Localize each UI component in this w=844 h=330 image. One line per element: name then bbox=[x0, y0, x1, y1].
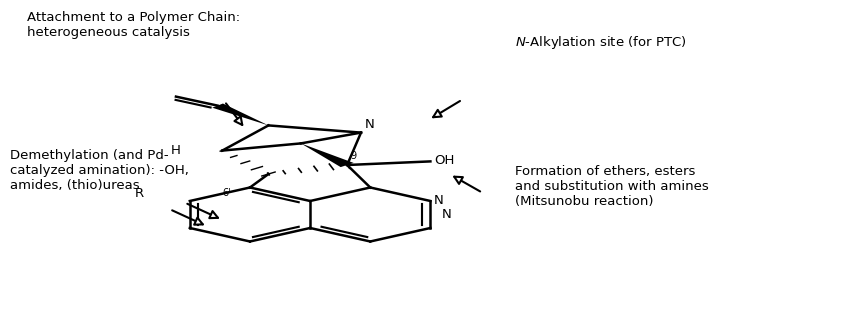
Text: 9: 9 bbox=[350, 151, 357, 161]
Text: Demethylation (and Pd-
catalyzed amination): -OH,
amides, (thio)ureas: Demethylation (and Pd- catalyzed aminati… bbox=[10, 148, 189, 192]
Polygon shape bbox=[300, 144, 354, 167]
Text: R: R bbox=[134, 187, 143, 200]
Text: N: N bbox=[442, 208, 452, 221]
Polygon shape bbox=[212, 104, 268, 125]
Text: N: N bbox=[434, 194, 444, 207]
Text: N: N bbox=[365, 118, 374, 131]
Text: $\it{N}$-Alkylation site (for PTC): $\it{N}$-Alkylation site (for PTC) bbox=[515, 34, 686, 51]
Text: Attachment to a Polymer Chain:
heterogeneous catalysis: Attachment to a Polymer Chain: heterogen… bbox=[27, 11, 240, 39]
Text: OH: OH bbox=[434, 154, 454, 167]
Text: H: H bbox=[171, 144, 181, 157]
Text: Formation of ethers, esters
and substitution with amines
(Mitsunobu reaction): Formation of ethers, esters and substitu… bbox=[515, 165, 708, 208]
Text: 6': 6' bbox=[223, 188, 231, 198]
